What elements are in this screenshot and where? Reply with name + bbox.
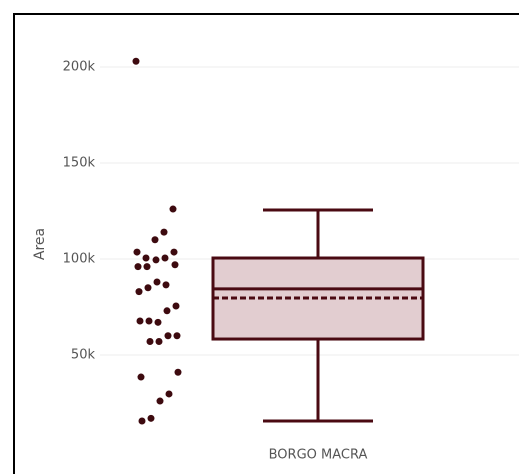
- data-point: [163, 307, 171, 315]
- data-point: [145, 317, 153, 325]
- data-point: [155, 338, 163, 346]
- data-point: [146, 338, 154, 346]
- data-point: [171, 261, 179, 269]
- data-point: [160, 228, 168, 236]
- data-point: [156, 397, 164, 405]
- y-tick-label: 200k: [63, 59, 96, 74]
- data-point: [144, 284, 152, 292]
- data-point: [174, 368, 182, 376]
- x-tick-label: BORGO MACRA: [269, 448, 368, 463]
- data-point: [152, 256, 160, 264]
- frame: [13, 13, 519, 474]
- data-point: [142, 254, 150, 262]
- data-point: [135, 288, 143, 296]
- data-point: [147, 414, 155, 422]
- data-point: [153, 278, 161, 286]
- data-point: [161, 254, 169, 262]
- data-point: [164, 332, 172, 340]
- data-point: [165, 390, 173, 398]
- y-tick-label: 100k: [63, 251, 96, 266]
- data-point: [134, 263, 142, 271]
- data-point: [151, 236, 159, 244]
- data-point: [143, 263, 151, 271]
- data-point: [169, 205, 177, 213]
- y-tick-label: 50k: [71, 347, 96, 362]
- data-point: [137, 373, 145, 381]
- data-point: [132, 57, 140, 65]
- data-point: [133, 248, 141, 256]
- y-tick-label: 150k: [63, 155, 96, 170]
- data-point: [154, 318, 162, 326]
- data-point: [173, 332, 181, 340]
- data-point: [172, 302, 180, 310]
- data-point: [170, 248, 178, 256]
- y-axis-title: Area: [32, 228, 48, 260]
- data-point: [136, 317, 144, 325]
- data-point: [138, 417, 146, 425]
- data-point: [162, 281, 170, 289]
